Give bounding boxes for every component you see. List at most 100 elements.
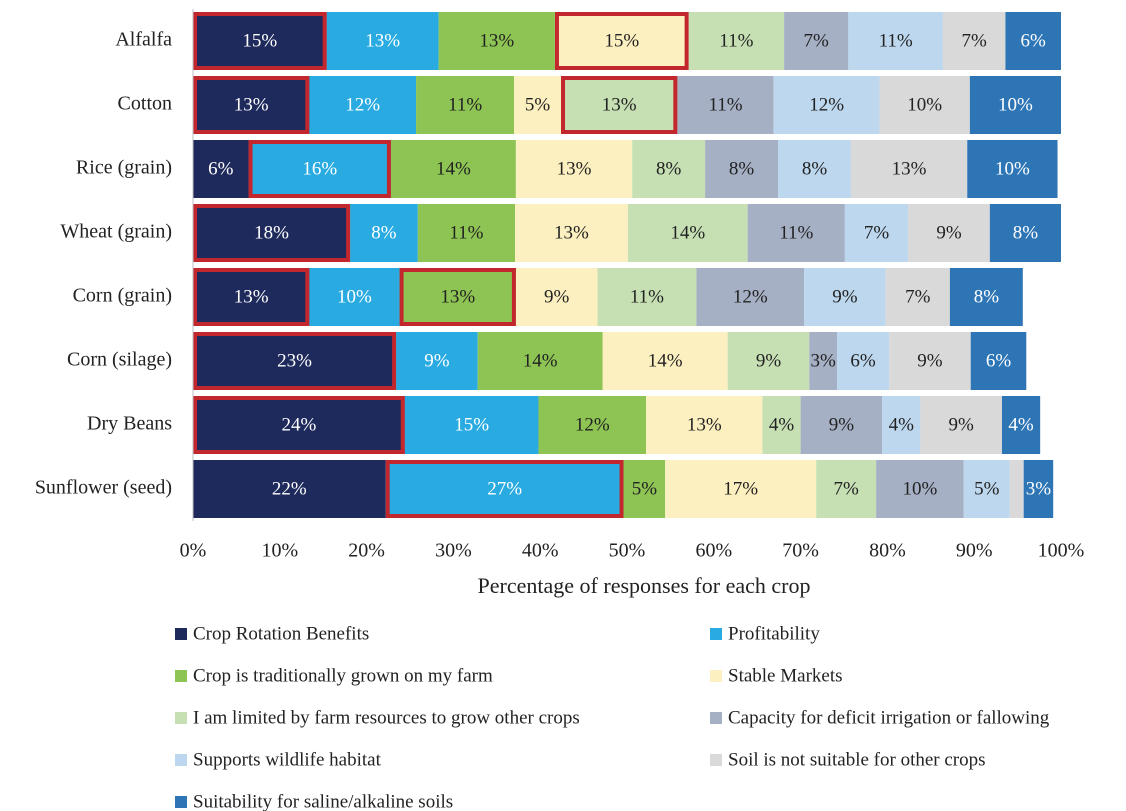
bar-segment bbox=[696, 268, 805, 326]
value-label: 13% bbox=[554, 222, 589, 243]
value-label: 15% bbox=[604, 30, 639, 51]
bar-segment bbox=[889, 332, 971, 390]
value-label: 12% bbox=[809, 94, 844, 115]
bar-segment bbox=[417, 204, 516, 262]
value-label: 13% bbox=[479, 30, 514, 51]
bar-segment bbox=[399, 268, 516, 326]
bar-segment bbox=[920, 396, 1002, 454]
bar-segment bbox=[816, 460, 877, 518]
value-label: 4% bbox=[889, 414, 915, 435]
legend-label: Supports wildlife habitat bbox=[193, 749, 382, 770]
bar-segment bbox=[554, 12, 689, 70]
bar-segment bbox=[193, 12, 327, 70]
legend-swatch bbox=[175, 712, 187, 724]
value-label: 15% bbox=[454, 414, 489, 435]
legend-label: Stable Markets bbox=[728, 665, 843, 686]
legend-label: Crop is traditionally grown on my farm bbox=[193, 665, 493, 686]
value-label: 6% bbox=[986, 350, 1012, 371]
bar-segment bbox=[602, 332, 728, 390]
value-label: 6% bbox=[208, 158, 234, 179]
value-label: 5% bbox=[525, 94, 551, 115]
bar-segment bbox=[623, 460, 666, 518]
bar-segment bbox=[193, 204, 351, 262]
bar-segment bbox=[844, 204, 909, 262]
value-label: 10% bbox=[337, 286, 372, 307]
bar-segment bbox=[705, 140, 779, 198]
value-label: 16% bbox=[302, 158, 337, 179]
x-tick-label: 60% bbox=[695, 540, 732, 562]
bar-segment bbox=[385, 460, 624, 518]
value-label: 13% bbox=[234, 286, 269, 307]
bar-segment bbox=[970, 332, 1027, 390]
legend-swatch bbox=[710, 754, 722, 766]
legend-swatch bbox=[175, 796, 187, 808]
value-label: 14% bbox=[670, 222, 705, 243]
value-label: 17% bbox=[723, 478, 758, 499]
bar-segment bbox=[309, 76, 417, 134]
x-tick-label: 10% bbox=[261, 540, 298, 562]
value-label: 9% bbox=[544, 286, 570, 307]
legend-label: Soil is not suitable for other crops bbox=[728, 749, 986, 770]
value-label: 12% bbox=[733, 286, 768, 307]
bar-segment bbox=[727, 332, 810, 390]
bar-segment bbox=[514, 76, 562, 134]
legend-swatch bbox=[175, 670, 187, 682]
value-label: 13% bbox=[892, 158, 927, 179]
legend-label: Crop Rotation Benefits bbox=[193, 623, 369, 644]
value-label: 22% bbox=[272, 478, 307, 499]
bar-segment bbox=[747, 204, 845, 262]
value-label: 23% bbox=[277, 350, 312, 371]
value-label: 7% bbox=[804, 30, 830, 51]
value-label: 8% bbox=[802, 158, 828, 179]
highlight-box bbox=[193, 396, 405, 454]
x-tick-label: 100% bbox=[1038, 540, 1085, 562]
value-label: 11% bbox=[630, 286, 664, 307]
value-label: 18% bbox=[254, 222, 289, 243]
legend-label: Capacity for deficit irrigation or fallo… bbox=[728, 707, 1050, 728]
x-tick-label: 0% bbox=[180, 540, 207, 562]
value-label: 10% bbox=[903, 478, 938, 499]
value-label: 11% bbox=[449, 222, 483, 243]
bar-segment bbox=[390, 140, 516, 198]
value-label: 8% bbox=[1013, 222, 1039, 243]
x-tick-label: 90% bbox=[956, 540, 993, 562]
bar-segment bbox=[762, 396, 801, 454]
value-label: 9% bbox=[424, 350, 450, 371]
value-label: 27% bbox=[487, 478, 522, 499]
legend-label: I am limited by farm resources to grow o… bbox=[193, 707, 580, 728]
highlight-box bbox=[193, 268, 310, 326]
bar-segment bbox=[773, 76, 880, 134]
bar-segment bbox=[193, 268, 310, 326]
x-tick-label: 20% bbox=[348, 540, 385, 562]
bar-segment bbox=[665, 460, 817, 518]
bar-segment bbox=[193, 396, 405, 454]
category-label: Dry Beans bbox=[87, 413, 172, 435]
value-label: 11% bbox=[879, 30, 913, 51]
bar-segment bbox=[1009, 460, 1024, 518]
highlight-box bbox=[248, 140, 391, 198]
highlight-box bbox=[561, 76, 678, 134]
bar-segment bbox=[627, 204, 748, 262]
bar-segment bbox=[326, 12, 439, 70]
bar-segment bbox=[677, 76, 774, 134]
bar-segment bbox=[989, 204, 1061, 262]
value-label: 9% bbox=[949, 414, 975, 435]
bar-segment bbox=[396, 332, 478, 390]
bar-segment bbox=[646, 396, 763, 454]
bar-segment bbox=[515, 268, 598, 326]
value-label: 9% bbox=[936, 222, 962, 243]
bar-segment bbox=[438, 12, 555, 70]
value-label: 8% bbox=[729, 158, 755, 179]
bar-segment bbox=[248, 140, 391, 198]
value-label: 11% bbox=[708, 94, 742, 115]
category-label: Corn (silage) bbox=[67, 349, 172, 371]
category-label: Wheat (grain) bbox=[60, 221, 172, 243]
bar-segment bbox=[963, 460, 1010, 518]
legend-label: Profitability bbox=[728, 623, 820, 644]
bar-segment bbox=[967, 140, 1058, 198]
value-label: 9% bbox=[756, 350, 782, 371]
bar-segment bbox=[416, 76, 515, 134]
highlight-box bbox=[193, 332, 397, 390]
bar-segment bbox=[942, 12, 1006, 70]
